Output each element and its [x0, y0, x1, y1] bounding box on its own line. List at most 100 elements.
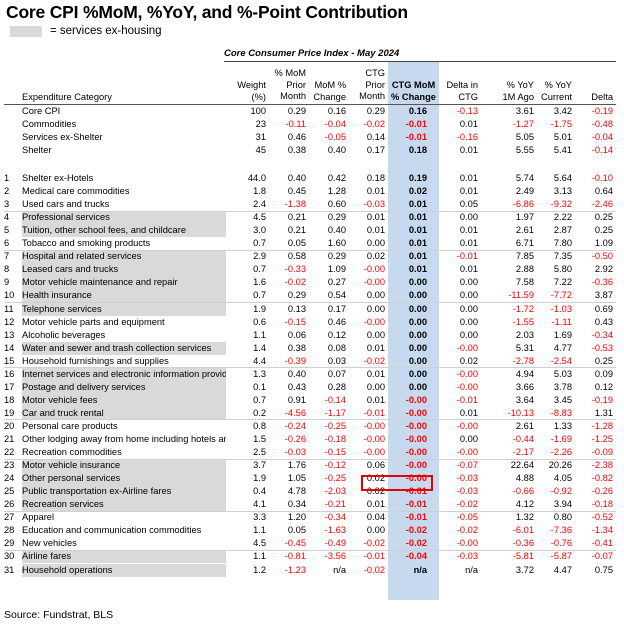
cell-weight: 1.9: [253, 473, 266, 484]
cell-mom-prior: -0.02: [284, 277, 306, 288]
cell-mom-change: 0.27: [327, 277, 346, 288]
table-row: 13 Alcoholic beverages 1.1 0.06 0.12 0.00 0.00…: [0, 329, 624, 342]
header-delta: Delta: [591, 92, 613, 102]
cell-weight: 4.5: [253, 212, 266, 223]
cell-yoy-ago: 3.66: [515, 381, 534, 392]
table-row: 22 Recreation commodities 2.5 -0.03 -0.15 -0.…: [0, 446, 624, 459]
cell-mom-change: 0.29: [327, 212, 346, 223]
cell-delta-ctg: 0.00: [459, 277, 478, 288]
legend: = services ex-housing: [10, 25, 162, 37]
services-shade: [22, 302, 226, 316]
row-category: New vehicles: [22, 538, 77, 549]
cell-weight: 0.1: [253, 381, 266, 392]
cell-ctg-mom: -0.04: [405, 551, 427, 562]
cell-mom-prior: -0.11: [285, 119, 306, 130]
row-category: Alcoholic beverages: [22, 329, 106, 340]
cell-mom-prior: -0.15: [284, 316, 306, 327]
cell-yoy-current: -7.36: [550, 525, 572, 536]
cell-ctg-prior: 0.02: [366, 486, 385, 497]
cell-delta-ctg: 0.01: [459, 264, 478, 275]
cell-ctg-prior: -0.00: [363, 420, 385, 431]
header-yoy-current: % YoY Current: [540, 80, 572, 102]
cell-yoy-current: 3.78: [553, 381, 572, 392]
cell-yoy-ago: -0.66: [512, 486, 534, 497]
row-divider: [4, 549, 616, 551]
cell-ctg-mom: -0.01: [405, 132, 427, 143]
cell-weight: 0.4: [253, 486, 266, 497]
cell-delta-ctg: 0.01: [459, 225, 478, 236]
row-category: Motor vehicle maintenance and repair: [22, 277, 178, 288]
row-number: 11: [4, 303, 14, 314]
cell-delta: -0.41: [591, 538, 613, 549]
cell-mom-change: -0.12: [324, 460, 346, 471]
source-note: Source: Fundstrat, BLS: [4, 609, 114, 621]
row-category: Motor vehicle fees: [22, 394, 98, 405]
cell-yoy-current: 3.13: [553, 186, 572, 197]
cell-ctg-prior: 0.01: [366, 225, 385, 236]
row-category: Services ex-Shelter: [22, 132, 103, 143]
cell-delta: -0.26: [591, 486, 613, 497]
cell-ctg-prior: -0.01: [363, 551, 385, 562]
cell-delta-ctg: 0.00: [459, 316, 478, 327]
row-number: 3: [4, 199, 10, 210]
row-category: Recreation services: [22, 499, 104, 510]
table-row: 8 Leased cars and trucks 0.7 -0.33 1.09 -0.00…: [0, 263, 624, 276]
cell-mom-change: 0.60: [327, 199, 346, 210]
cell-delta: 0.69: [594, 303, 613, 314]
header-weight: Weight (%): [237, 80, 266, 102]
cell-ctg-prior: -0.03: [363, 199, 385, 210]
cell-ctg-mom: 0.00: [408, 303, 427, 314]
row-category: Apparel: [22, 512, 55, 523]
cell-weight: 0.6: [253, 316, 266, 327]
cell-yoy-current: 7.35: [553, 251, 572, 262]
cell-delta-ctg: 0.00: [459, 212, 478, 223]
cell-mom-prior: -0.45: [284, 538, 306, 549]
cell-delta-ctg: -0.13: [456, 106, 478, 116]
table-row: 27 Apparel 3.3 1.20 -0.34 0.04 -0.01 -0.05 1.32 0…: [0, 511, 624, 524]
cell-mom-change: -1.17: [324, 407, 346, 418]
cell-delta: -0.48: [591, 119, 613, 130]
cell-mom-change: -0.18: [324, 434, 346, 444]
row-category: Public transportation ex-Airline fares: [22, 486, 172, 497]
cell-mom-prior: 0.06: [287, 329, 306, 340]
cell-delta: -0.04: [591, 132, 613, 143]
row-category: Motor vehicle insurance: [22, 460, 121, 471]
table-row: Commodities 23 -0.11 -0.04 -0.02 -0.01 0.01 -1.…: [0, 118, 624, 131]
cell-ctg-prior: 0.01: [366, 499, 385, 510]
cell-ctg-prior: -0.02: [363, 119, 385, 130]
cell-ctg-mom: 0.00: [408, 277, 427, 288]
cell-mom-change: -3.56: [324, 551, 346, 562]
cell-ctg-mom: 0.02: [408, 186, 427, 197]
row-category: Commodities: [22, 119, 77, 130]
row-number: 15: [4, 355, 15, 366]
cell-mom-prior: -1.23: [284, 564, 306, 575]
cell-delta-ctg: -0.07: [456, 460, 478, 471]
cell-yoy-current: -1.11: [551, 316, 572, 327]
cell-mom-change: -0.25: [324, 473, 346, 484]
cell-yoy-ago: -6.86: [512, 199, 534, 210]
cell-yoy-current: -5.87: [550, 551, 572, 562]
cell-yoy-ago: -0.44: [512, 434, 534, 444]
cell-yoy-current: -2.26: [550, 447, 572, 458]
cell-mom-change: 0.46: [327, 316, 346, 327]
cell-yoy-current: -7.72: [550, 290, 572, 301]
cell-delta: -0.19: [591, 106, 613, 116]
cell-delta-ctg: -0.02: [456, 525, 478, 536]
cell-mom-change: 0.16: [327, 106, 346, 116]
cell-ctg-mom: 0.19: [408, 173, 427, 183]
cell-delta: 3.87: [594, 290, 613, 301]
cell-yoy-ago: -1.55: [512, 316, 534, 327]
row-number: 22: [4, 447, 15, 458]
cell-ctg-mom: 0.00: [408, 329, 427, 340]
cell-ctg-mom: n/a: [413, 564, 427, 575]
cell-weight: 0.7: [253, 238, 266, 249]
cell-mom-prior: 0.91: [287, 394, 306, 405]
cell-delta: -0.36: [591, 277, 613, 288]
row-number: 4: [4, 212, 10, 223]
cell-ctg-prior: 0.02: [366, 473, 385, 484]
cell-ctg-mom: 0.01: [408, 212, 427, 223]
cell-mom-prior: 1.05: [287, 473, 306, 484]
cell-ctg-mom: -0.00: [405, 407, 427, 418]
cell-ctg-prior: -0.00: [363, 277, 385, 288]
cell-ctg-mom: 0.00: [408, 342, 427, 353]
